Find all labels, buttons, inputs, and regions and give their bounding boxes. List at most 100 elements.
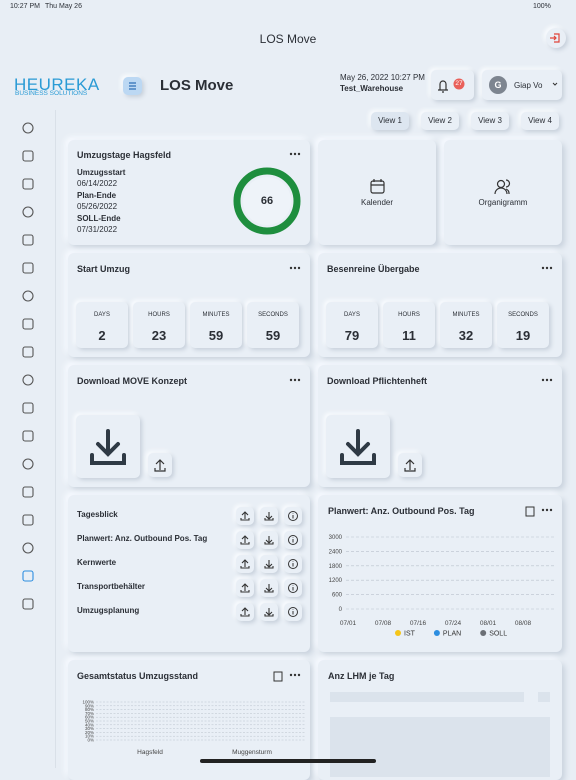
file-action[interactable] [284, 555, 302, 573]
view-tab[interactable]: View 3 [471, 112, 509, 130]
x-tick-label: 07/01 [340, 620, 357, 627]
logo: HEUREKA [14, 75, 100, 94]
unit-label: SECONDS [508, 312, 538, 318]
unit-label: MINUTES [202, 312, 230, 318]
y-tick-label: 40% [85, 722, 94, 727]
file-action[interactable] [284, 603, 302, 621]
icon [240, 535, 250, 545]
icon [288, 583, 298, 593]
file-action[interactable] [236, 507, 254, 525]
countdown-box: DAYS 79 [326, 302, 378, 348]
field-value: 07/31/2022 [77, 225, 118, 234]
view-tab[interactable]: View 2 [421, 112, 459, 130]
more-icon [541, 508, 553, 512]
action-icon [264, 584, 274, 593]
nav-icon [22, 206, 34, 218]
file-action[interactable] [284, 579, 302, 597]
nav-icon [22, 290, 34, 302]
unit-value: 11 [402, 328, 416, 343]
y-tick-label: 100% [82, 700, 94, 705]
nav-icon [22, 150, 34, 162]
download-card: Download Pflichtenheft [318, 365, 562, 487]
dot [289, 266, 293, 270]
lhm-card: Anz LHM je Tag [318, 660, 562, 780]
view-tab[interactable]: View 4 [521, 112, 559, 130]
warehouse: Test_Warehouse [340, 84, 404, 93]
unit-value: 23 [151, 328, 167, 343]
download-icon [90, 429, 126, 465]
menu-button[interactable] [123, 77, 142, 95]
y-tick-label: 600 [332, 593, 343, 599]
dot [293, 673, 297, 677]
file-action[interactable] [236, 555, 254, 573]
view-tab[interactable]: View 1 [371, 112, 409, 130]
card-title: Umzugstage Hagsfeld [77, 150, 172, 160]
file-action[interactable] [260, 507, 278, 525]
nav-icon [22, 458, 34, 470]
file-label: Tagesblick [77, 510, 118, 519]
file-action[interactable] [284, 507, 302, 525]
shortcut-label: Kalender [360, 198, 394, 207]
file-label: Kernwerte [77, 558, 117, 567]
nav-icon [22, 318, 34, 330]
y-tick-label: 2400 [329, 549, 343, 555]
user-name: Giap Vo [514, 81, 543, 90]
action-icon [288, 535, 298, 545]
download-button[interactable] [326, 415, 390, 478]
card-title: Besenreine Übergabe [327, 264, 420, 274]
user-button[interactable]: G Giap Vo [482, 70, 562, 100]
icon [240, 559, 250, 569]
card-title: Start Umzug [77, 264, 131, 274]
file-action[interactable] [260, 555, 278, 573]
org-shortcut[interactable]: Organigramm [444, 140, 562, 245]
download-button[interactable] [76, 415, 140, 478]
upload-button[interactable] [148, 453, 172, 477]
nav-icon [22, 598, 34, 610]
more-icon [289, 266, 301, 270]
action-icon [288, 607, 298, 617]
file-action[interactable] [260, 603, 278, 621]
y-tick-label: 3000 [329, 535, 343, 541]
icon [264, 584, 274, 593]
file-action[interactable] [236, 579, 254, 597]
icon [240, 607, 250, 617]
dot [293, 266, 297, 270]
icon [90, 429, 126, 465]
y-tick-label: 10% [85, 734, 94, 739]
dot [545, 508, 549, 512]
chart-title: Gesamtstatus Umzugsstand [77, 671, 199, 681]
more-icon [541, 378, 553, 382]
action-icon [240, 583, 250, 593]
calendar-shortcut[interactable]: Kalender [318, 140, 436, 245]
file-action[interactable] [284, 531, 302, 549]
date: Thu May 26 [45, 3, 82, 10]
nav-icon [22, 514, 34, 526]
file-action[interactable] [260, 531, 278, 549]
more-icon [289, 673, 301, 677]
dot [293, 378, 297, 382]
unit-value: 32 [458, 328, 474, 343]
field-label: SOLL-Ende [77, 214, 121, 223]
chart: 0 600 1200 1800 2400 3000 07/01 07/08 07/16 07/24… [329, 506, 556, 638]
nav-icon [22, 178, 34, 190]
logout-button[interactable] [546, 28, 566, 48]
action-icon [240, 559, 250, 569]
action-icon [264, 512, 274, 521]
unit-value: 2 [98, 328, 106, 343]
field-label: Umzugsstart [77, 168, 126, 177]
icon [404, 459, 416, 472]
action-icon [288, 583, 298, 593]
notification-button[interactable]: 27 [431, 70, 474, 100]
y-tick-label: 80% [85, 707, 94, 712]
dot [297, 673, 301, 677]
action-icon [240, 607, 250, 617]
upload-button[interactable] [398, 453, 422, 477]
nav-icon [22, 430, 34, 442]
file-action[interactable] [236, 531, 254, 549]
more-icon [541, 266, 553, 270]
file-action[interactable] [260, 579, 278, 597]
book-icon [273, 671, 283, 682]
countdown-box: MINUTES 59 [190, 302, 242, 348]
download-icon [340, 429, 376, 465]
file-action[interactable] [236, 603, 254, 621]
